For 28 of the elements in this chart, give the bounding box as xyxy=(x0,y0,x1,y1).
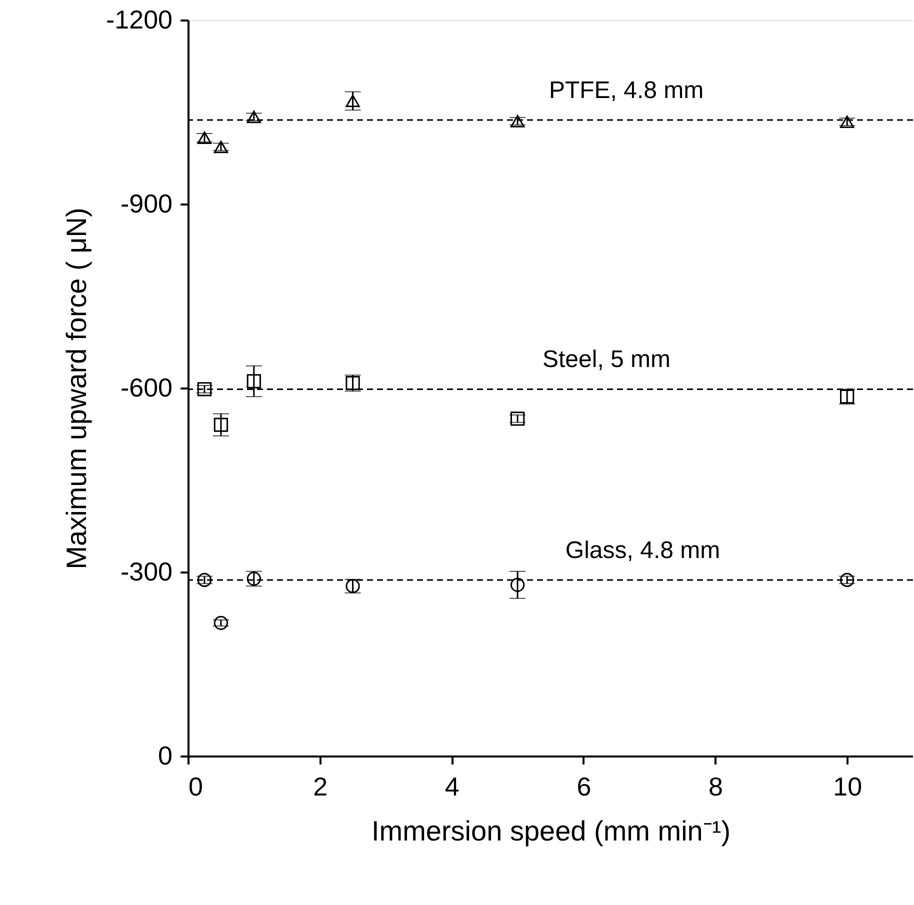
annotation: Glass, 4.8 mm xyxy=(565,536,720,564)
point xyxy=(197,382,212,396)
annotation: PTFE, 4.8 mm xyxy=(548,76,704,104)
point xyxy=(246,110,261,124)
point xyxy=(197,572,212,588)
point xyxy=(214,616,228,630)
y-tick-label: -600 xyxy=(120,372,172,402)
point xyxy=(510,412,525,426)
point xyxy=(346,94,360,108)
x-tick-label: 8 xyxy=(708,772,724,802)
y-axis-title: Maximum upward force ( μN) xyxy=(61,208,92,570)
x-tick-label: 4 xyxy=(444,772,460,802)
y-tick-label: -900 xyxy=(120,188,172,218)
point xyxy=(840,116,854,128)
y-tick-label: 0 xyxy=(158,740,172,770)
y-tick-label: -300 xyxy=(120,556,172,586)
point xyxy=(246,374,261,388)
x-tick-label: 6 xyxy=(576,772,592,802)
x-tick-label: 10 xyxy=(833,772,862,802)
point xyxy=(510,578,525,592)
annotation: Steel, 5 mm xyxy=(542,346,671,374)
point xyxy=(214,418,228,432)
x-axis-title: Immersion speed (mm min⁻¹) xyxy=(371,816,731,846)
x-tick-label: 0 xyxy=(188,772,203,802)
point xyxy=(510,114,525,128)
y-tick-label: -1200 xyxy=(106,4,172,34)
x-tick-label: 2 xyxy=(313,772,328,802)
point xyxy=(840,572,854,588)
